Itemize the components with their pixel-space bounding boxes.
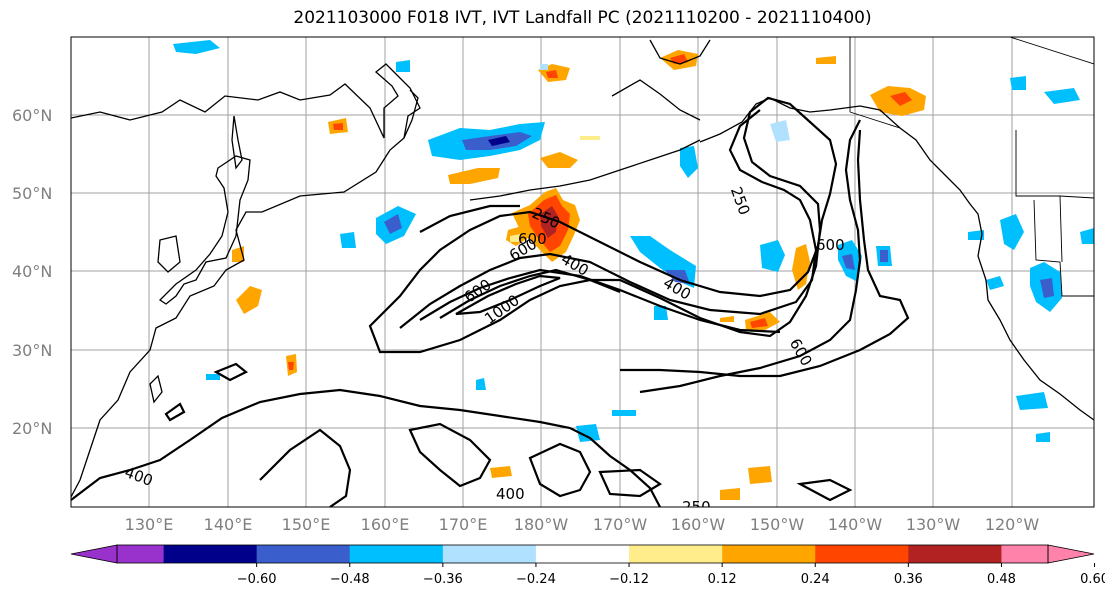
lon-label: 130°W <box>906 515 961 534</box>
kamchatka-coastline <box>403 89 419 139</box>
sakhalin-coastline <box>231 115 243 170</box>
colorbar-tick-label: −0.12 <box>609 572 649 587</box>
lon-label: 120°W <box>985 515 1040 534</box>
lon-label: 170°E <box>439 515 488 534</box>
lon-label: 160°E <box>361 515 410 534</box>
coastlines <box>71 39 1094 498</box>
colorbar-tick-label: 0.12 <box>708 572 737 587</box>
lon-label: 150°E <box>282 515 331 534</box>
colorbar-tick-label: 0.48 <box>987 572 1016 587</box>
colorbar-swatch <box>535 545 630 563</box>
map-frame <box>70 36 1095 508</box>
lon-label: 160°W <box>671 515 726 534</box>
ivt-contour-north <box>419 204 520 233</box>
colorbar-swatch <box>908 545 1002 563</box>
colorbar-swatch <box>722 545 816 563</box>
colorbar: −0.60 −0.48 −0.36 −0.24 −0.12 0.12 0.24 0.36 0.4… <box>70 544 1105 587</box>
lat-label: 50°N <box>12 184 52 203</box>
colorbar-tick-label: 0.24 <box>801 572 830 587</box>
lat-label: 30°N <box>12 341 52 360</box>
colorbar-tick-label: −0.48 <box>330 572 370 587</box>
aleutian-chain <box>469 139 701 201</box>
colorbar-swatch <box>442 545 537 563</box>
colorbar-tick-label: −0.36 <box>423 572 463 587</box>
political-borders <box>849 37 1094 297</box>
contour-label: 600 <box>518 230 547 248</box>
ivt-contour-800 <box>439 268 621 319</box>
colorbar-tick-label: 0.36 <box>894 572 923 587</box>
korea-coastline <box>157 235 181 273</box>
lon-label: 150°W <box>750 515 805 534</box>
latitude-labels: 60°N 50°N 40°N 30°N 20°N <box>12 106 52 438</box>
ivt-contour-south-inner <box>259 428 352 507</box>
colorbar-swatch <box>815 545 909 563</box>
ivt-contour-400 <box>399 109 818 329</box>
lon-label: 170°W <box>593 515 648 534</box>
lon-label: 130°E <box>125 515 174 534</box>
ivt-contour-south <box>71 388 661 507</box>
ivt-contour-1000 <box>455 274 561 316</box>
ivt-contours <box>71 96 910 507</box>
alaska-north-coast <box>649 39 711 65</box>
alaska-coastline <box>699 97 1094 421</box>
lat-label: 60°N <box>12 106 52 125</box>
taiwan-philippines <box>149 374 163 404</box>
map-title: 2021103000 F018 IVT, IVT Landfall PC (20… <box>293 8 872 28</box>
asia-coastline <box>71 63 421 498</box>
colorbar-swatch <box>629 545 723 563</box>
japan-coastline <box>158 155 251 305</box>
colorbar-swatch <box>256 545 351 563</box>
contour-label: 400 <box>496 485 525 503</box>
contour-label: 250 <box>682 498 711 516</box>
lon-label: 140°W <box>828 515 883 534</box>
contour-label: 600 <box>816 236 845 254</box>
lon-label: 180°W <box>514 515 569 534</box>
bering-coast <box>611 79 701 121</box>
lat-label: 40°N <box>12 262 52 281</box>
colorbar-tick-label: −0.24 <box>516 572 556 587</box>
ivt-contour-east-outer <box>620 129 910 378</box>
colorbar-swatch <box>349 545 444 563</box>
longitude-labels: 130°E 140°E 150°E 160°E 170°E 180°W 170°… <box>125 515 1040 534</box>
colorbar-frame <box>116 544 1049 564</box>
colorbar-tick-label: −0.60 <box>237 572 277 587</box>
colorbar-swatch <box>163 545 258 563</box>
pc-shading <box>173 40 1094 500</box>
graticule <box>71 37 1094 507</box>
lon-label: 140°E <box>204 515 253 534</box>
ivt-contour-250 <box>368 96 838 354</box>
colorbar-tick-label: 0.60 <box>1080 572 1105 587</box>
lat-label: 20°N <box>12 419 52 438</box>
